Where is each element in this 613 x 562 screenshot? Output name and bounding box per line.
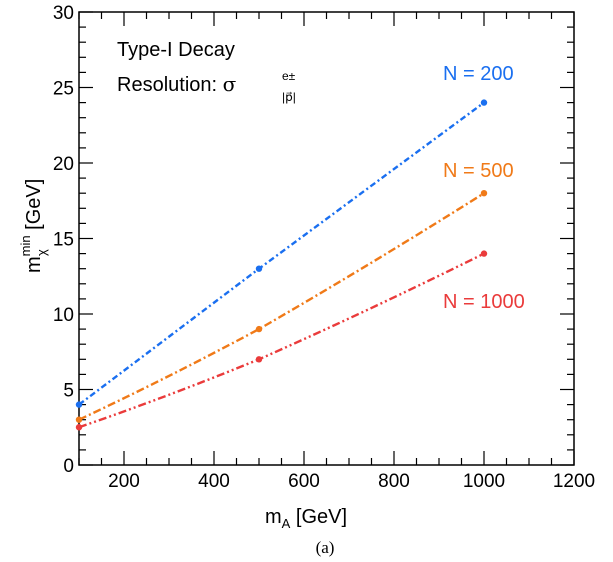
x-axis-title-main: m — [265, 506, 282, 528]
data-point — [480, 99, 488, 106]
axis-ticks — [78, 11, 575, 466]
x-tick-label: 600 — [288, 471, 320, 492]
data-point — [255, 325, 263, 333]
data-point — [75, 424, 83, 431]
x-tick-label: 1200 — [553, 471, 595, 492]
y-tick-label: 15 — [53, 230, 74, 251]
y-axis-title-sup: min — [18, 235, 33, 256]
data-point — [480, 190, 488, 197]
series-label: N = 1000 — [443, 291, 525, 313]
series-label: N = 200 — [443, 63, 514, 85]
x-axis-title: mA [GeV] — [265, 506, 347, 531]
y-axis-title-unit: [GeV] — [23, 179, 45, 236]
series-line — [78, 101, 485, 406]
x-tick-label: 1000 — [463, 471, 505, 492]
data-point — [480, 250, 488, 257]
annotation-type: Type-I Decay — [117, 39, 235, 61]
y-axis-title-main: m — [23, 256, 45, 273]
x-axis-title-sub: A — [282, 516, 291, 531]
series-line — [78, 192, 485, 421]
y-tick-label: 25 — [53, 79, 74, 100]
annotation-sigma-sup: e± — [282, 69, 296, 83]
y-axis-title-sub: χ — [34, 249, 49, 256]
x-tick-label: 800 — [378, 471, 410, 492]
series-label: N = 500 — [443, 160, 514, 182]
annotation-resolution-prefix: Resolution: — [117, 74, 223, 96]
y-tick-label: 10 — [53, 305, 74, 326]
annotation-resolution: Resolution: σ — [117, 72, 237, 96]
series-line — [78, 252, 485, 429]
y-axis-title: mmin [GeV] — [18, 179, 45, 273]
series-layer — [75, 99, 488, 431]
data-point — [75, 401, 83, 408]
x-axis-title-unit: [GeV] — [290, 506, 347, 528]
figure-caption: (a) — [316, 538, 335, 557]
y-tick-label: 30 — [53, 3, 74, 24]
y-tick-label: 5 — [63, 381, 74, 402]
series-labels: N = 200 N = 500 N = 1000 — [443, 63, 525, 313]
data-point — [255, 265, 263, 272]
x-tick-label: 200 — [108, 471, 140, 492]
y-tick-label: 0 — [63, 456, 74, 477]
data-point — [255, 356, 263, 363]
data-point — [75, 416, 83, 423]
annotation-sigma: σ — [223, 72, 237, 96]
tick-labels: 200 400 600 800 1000 1200 0 5 10 15 20 25 30 — [53, 3, 595, 492]
y-tick-label: 20 — [53, 154, 74, 175]
x-tick-label: 400 — [198, 471, 230, 492]
annotation-sigma-sub: |p⃗| — [282, 90, 296, 104]
